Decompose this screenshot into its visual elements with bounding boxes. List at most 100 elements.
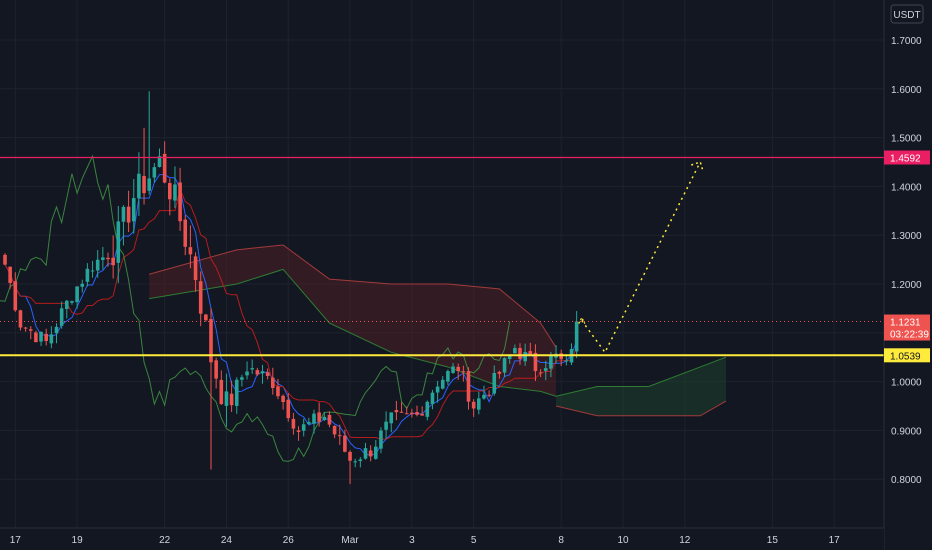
candle: [327, 411, 332, 428]
candle-body: [178, 182, 182, 222]
candle-body: [384, 421, 388, 430]
y-tick-label: 0.8000: [891, 475, 922, 486]
x-tick-label: 19: [72, 535, 84, 546]
candle: [121, 205, 126, 246]
candle-body: [111, 257, 115, 266]
candle-body: [482, 394, 486, 399]
candle-body: [224, 391, 229, 406]
support-price-badge: 1.0539: [884, 348, 930, 363]
resistance-price-badge-text: 1.4592: [890, 154, 921, 165]
candle: [214, 357, 218, 389]
candle-body: [327, 414, 332, 425]
candle-body: [415, 412, 419, 415]
candle-body: [214, 360, 218, 379]
candle: [13, 272, 18, 312]
candle-body: [59, 308, 64, 326]
x-tick-label: 17: [829, 535, 841, 546]
candle: [265, 368, 270, 380]
candle-body: [162, 153, 167, 183]
x-tick-label: 17: [10, 535, 22, 546]
candle: [440, 376, 445, 390]
candle-body: [487, 394, 491, 396]
candle-body: [368, 450, 373, 457]
y-tick-label: 1.2000: [891, 280, 922, 291]
x-tick-label: 10: [617, 535, 629, 546]
candle-body: [564, 360, 569, 362]
candle-body: [54, 326, 59, 334]
leading-span-b-line: [149, 244, 557, 348]
candle-body: [497, 371, 502, 374]
candle-body: [8, 266, 12, 283]
candle: [54, 323, 59, 344]
candle: [497, 370, 502, 379]
candle-body: [461, 371, 466, 373]
candle: [502, 357, 507, 377]
candle: [250, 359, 254, 374]
candle: [101, 247, 105, 270]
candle-body: [116, 221, 121, 263]
candle-body: [394, 409, 399, 413]
candle: [178, 167, 182, 231]
candle-body: [234, 379, 239, 406]
candle-body: [209, 319, 213, 363]
candle: [168, 178, 172, 216]
candle-body: [198, 281, 203, 314]
candle: [374, 439, 378, 460]
candle: [260, 364, 265, 384]
candle: [90, 260, 95, 278]
last-price-badge-box: [884, 314, 930, 341]
candle: [204, 313, 208, 322]
candle-body: [466, 371, 471, 402]
candle: [59, 301, 64, 329]
candle-body: [430, 392, 435, 404]
candle: [394, 400, 399, 421]
price-axis-panel: [884, 0, 932, 550]
last-price-badge-text: 1.1231: [890, 318, 921, 329]
candle-body: [70, 301, 74, 303]
candle: [415, 405, 419, 417]
candle-body: [291, 418, 296, 429]
candle: [353, 458, 357, 468]
candle-body: [95, 259, 100, 271]
candle-body: [301, 424, 306, 431]
support-price-badge-text: 1.0539: [890, 351, 921, 362]
candle-body: [477, 398, 481, 410]
candle-body: [502, 357, 507, 373]
x-tick-label: 24: [221, 535, 233, 546]
candle: [317, 402, 321, 427]
candle-body: [188, 247, 193, 255]
currency-badge: USDT: [890, 4, 924, 24]
candle-body: [435, 386, 440, 393]
projection-arrowhead: [691, 161, 704, 173]
candle: [368, 445, 373, 462]
candle: [430, 389, 435, 410]
candle: [126, 190, 131, 233]
candle: [425, 400, 430, 421]
candle-body: [507, 354, 512, 360]
candle-body: [126, 206, 131, 223]
candle: [162, 141, 167, 184]
candle-body: [425, 401, 430, 417]
candle-body: [389, 412, 394, 424]
candle: [255, 367, 260, 376]
candle: [3, 253, 7, 266]
candle-body: [147, 178, 151, 191]
candle: [404, 406, 409, 415]
candle: [106, 252, 110, 267]
candle-body: [271, 377, 275, 388]
candle-body: [513, 347, 517, 354]
candle-body: [49, 334, 54, 344]
candle-body: [28, 329, 33, 331]
candle-body: [250, 368, 254, 370]
resistance-price-badge: 1.4592: [884, 150, 930, 165]
candle: [219, 370, 224, 405]
candle: [271, 367, 275, 395]
candle-body: [543, 368, 548, 371]
candle: [312, 409, 316, 434]
candle: [379, 427, 383, 454]
candle: [420, 406, 424, 416]
x-tick-label: Mar: [341, 535, 359, 546]
candle: [276, 378, 280, 400]
